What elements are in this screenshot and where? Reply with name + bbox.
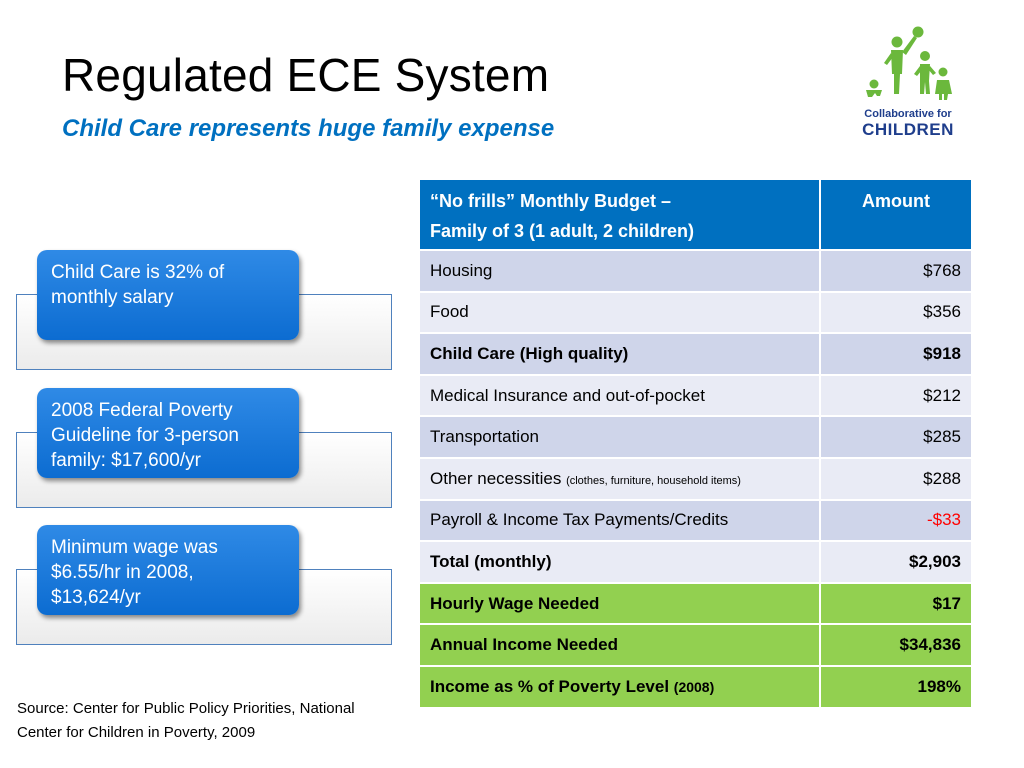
row-label-cell: Other necessities (clothes, furniture, h… (418, 456, 821, 501)
row-label: Medical Insurance and out-of-pocket (418, 373, 821, 418)
row-amount: $285 (819, 415, 973, 459)
children-figures-icon (866, 26, 952, 100)
table-row-highlight: Income as % of Poverty Level (2008) 198% (418, 664, 973, 709)
row-note: (clothes, furniture, household items) (566, 474, 741, 487)
row-amount: $918 (819, 332, 973, 376)
row-label: Annual Income Needed (418, 623, 821, 667)
table-row: Housing $768 (418, 249, 973, 293)
row-label: Hourly Wage Needed (418, 581, 821, 626)
row-amount: $17 (819, 581, 973, 626)
row-label: Total (monthly) (418, 540, 821, 584)
row-amount: $288 (819, 456, 973, 501)
table-row: Medical Insurance and out-of-pocket $212 (418, 373, 973, 418)
budget-header: “No frills” Monthly Budget – Family of 3… (418, 178, 821, 251)
collaborative-for-children-logo: Collaborative for CHILDREN (848, 26, 968, 142)
amount-header: Amount (819, 178, 973, 251)
row-label: Income as % of Poverty Level (430, 676, 670, 696)
row-amount-negative: -$33 (819, 498, 973, 543)
logo-text-collaborative: Collaborative for (864, 108, 952, 120)
budget-table: “No frills” Monthly Budget – Family of 3… (418, 178, 973, 709)
row-amount: $356 (819, 290, 973, 335)
logo-text-children: CHILDREN (862, 120, 954, 139)
row-note: (2008) (673, 678, 715, 695)
fact-card: Minimum wage was $6.55/hr in 2008, $13,6… (37, 525, 299, 615)
table-header-row: “No frills” Monthly Budget – Family of 3… (418, 178, 973, 251)
row-amount: $768 (819, 249, 973, 293)
row-label: Transportation (418, 415, 821, 459)
row-label: Payroll & Income Tax Payments/Credits (418, 498, 821, 543)
row-amount: 198% (819, 664, 973, 709)
slide-subtitle: Child Care represents huge family expens… (62, 115, 555, 142)
table-row: Other necessities (clothes, furniture, h… (418, 456, 973, 501)
row-amount: $2,903 (819, 540, 973, 584)
table-row: Food $356 (418, 290, 973, 335)
table-row: Total (monthly) $2,903 (418, 540, 973, 584)
table-row: Child Care (High quality) $918 (418, 332, 973, 376)
row-label: Other necessities (430, 468, 562, 488)
table-row: Payroll & Income Tax Payments/Credits -$… (418, 498, 973, 543)
slide-title: Regulated ECE System (62, 49, 550, 101)
row-amount: $212 (819, 373, 973, 418)
source-citation: Source: Center for Public Policy Priorit… (17, 700, 355, 741)
fact-card: 2008 Federal Poverty Guideline for 3-per… (37, 388, 299, 478)
row-label: Housing (418, 249, 821, 293)
table-row-highlight: Annual Income Needed $34,836 (418, 623, 973, 667)
row-label: Food (418, 290, 821, 335)
row-label-cell: Income as % of Poverty Level (2008) (418, 664, 821, 709)
row-amount: $34,836 (819, 623, 973, 667)
budget-header-line1: “No frills” Monthly Budget – (430, 191, 671, 211)
fact-card: Child Care is 32% of monthly salary (37, 250, 299, 340)
row-label: Child Care (High quality) (418, 332, 821, 376)
budget-header-line2: Family of 3 (1 adult, 2 children) (430, 221, 695, 241)
table-row: Transportation $285 (418, 415, 973, 459)
table-row-highlight: Hourly Wage Needed $17 (418, 581, 973, 626)
